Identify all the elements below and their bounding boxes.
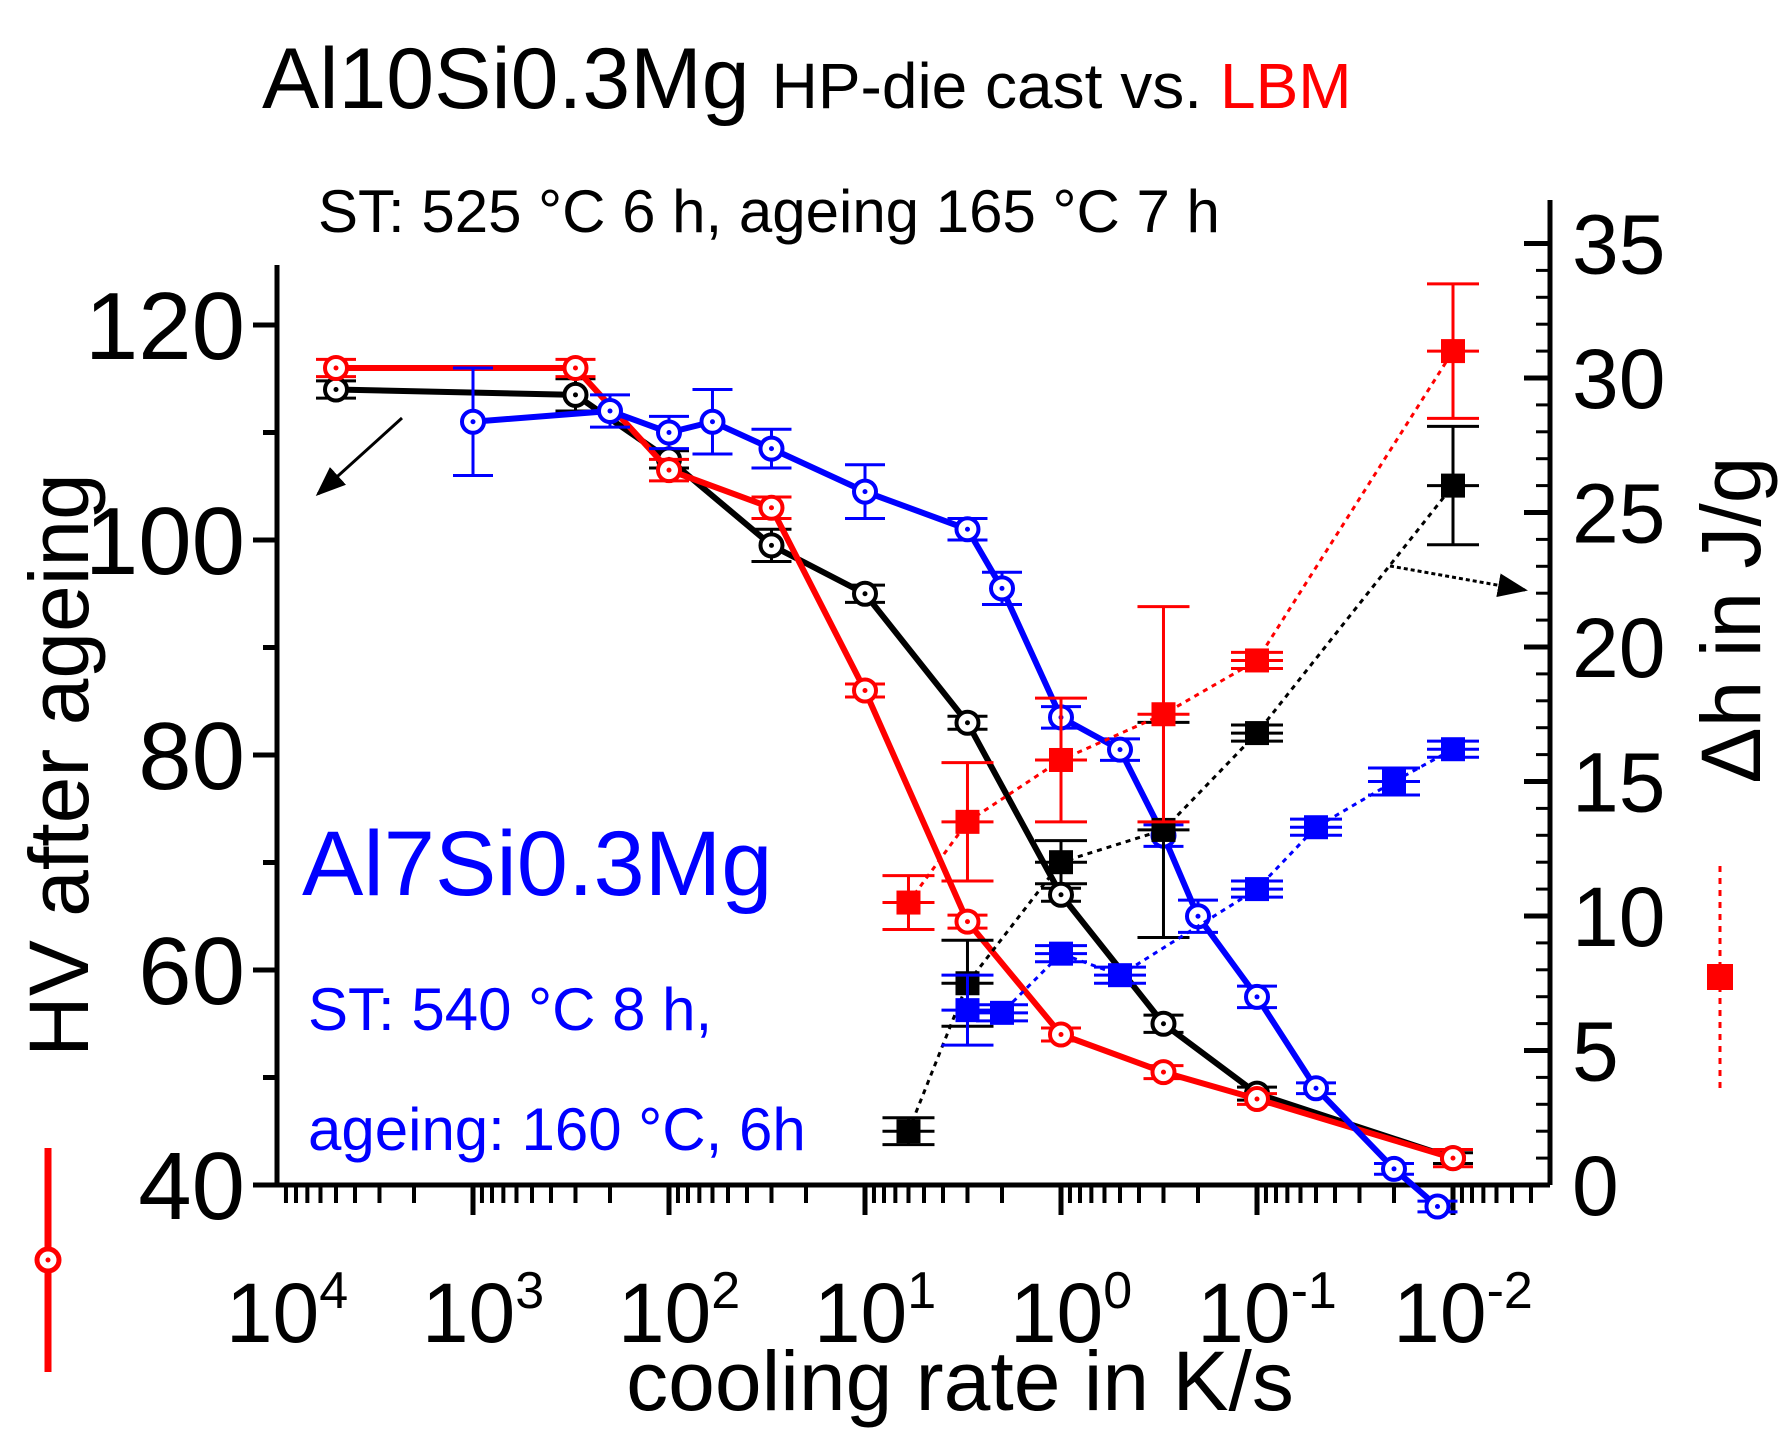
data-point-center bbox=[666, 430, 672, 435]
data-point-center bbox=[768, 542, 774, 548]
data-point bbox=[955, 998, 980, 1023]
x-tick-label: 10-1 bbox=[1197, 1262, 1337, 1360]
data-point-center bbox=[470, 419, 476, 425]
data-point-center bbox=[333, 365, 339, 371]
series-line bbox=[967, 747, 1454, 1015]
axes: 104 103 102 101 100 10-1 10-2 40 60 80 100 120 0 5 10 1… bbox=[85, 198, 1666, 1361]
data-point bbox=[1151, 702, 1176, 727]
data-point-center bbox=[999, 585, 1005, 591]
data-point-center bbox=[768, 505, 774, 511]
data-point-center bbox=[1434, 1204, 1440, 1209]
title-middle: HP-die cast vs. bbox=[772, 50, 1202, 122]
series-line bbox=[907, 350, 1455, 904]
x-tick-label: 101 bbox=[814, 1262, 936, 1360]
data-point-center bbox=[1195, 913, 1201, 919]
y-right-tick-label: 30 bbox=[1572, 332, 1665, 426]
dh-series bbox=[941, 737, 1479, 1047]
annotation-ageing: ageing: 160 °C, 6h bbox=[308, 1096, 806, 1163]
y-left-tick-label: 80 bbox=[138, 703, 245, 810]
arrow-to-left-axis bbox=[315, 416, 404, 497]
data-point-center bbox=[768, 446, 774, 452]
data-point-center bbox=[1313, 1085, 1319, 1091]
y-right-tick-label: 35 bbox=[1572, 198, 1665, 292]
data-point-center bbox=[709, 419, 715, 425]
y-left-tick-label: 40 bbox=[138, 1133, 245, 1240]
y-left-tick-label: 120 bbox=[85, 273, 245, 380]
y-left-tick-label: 100 bbox=[85, 488, 245, 595]
data-point bbox=[955, 809, 980, 834]
data-point bbox=[1441, 737, 1465, 762]
data-point-center bbox=[333, 387, 339, 392]
data-point bbox=[1049, 941, 1073, 966]
data-point-center bbox=[1391, 1166, 1397, 1172]
y-right-tick-label: 20 bbox=[1572, 601, 1665, 695]
series-line bbox=[472, 408, 1440, 1209]
y-right-tick-label: 5 bbox=[1572, 1005, 1619, 1099]
annotation-st: ST: 540 °C 8 h, bbox=[308, 976, 712, 1043]
data-point bbox=[1381, 769, 1406, 794]
chart-title: Al10Si0.3Mg HP-die cast vs. LBM bbox=[262, 31, 1352, 127]
data-point bbox=[1049, 850, 1073, 875]
data-point-center bbox=[1254, 994, 1260, 1000]
x-axis-label: cooling rate in K/s bbox=[626, 1334, 1294, 1428]
legend-dh-marker bbox=[1707, 866, 1733, 1090]
data-point-center bbox=[1058, 892, 1064, 898]
x-tick-label: 104 bbox=[226, 1262, 348, 1360]
y-left-tick-label: 60 bbox=[138, 918, 245, 1025]
title-lbm: LBM bbox=[1220, 50, 1352, 122]
x-tick-label: 100 bbox=[1010, 1262, 1132, 1360]
x-tick-label: 103 bbox=[422, 1262, 544, 1360]
data-point-center bbox=[572, 365, 578, 371]
data-point bbox=[1108, 963, 1133, 988]
hv-series bbox=[316, 355, 1473, 1172]
data-point bbox=[989, 1000, 1014, 1025]
data-point-center bbox=[862, 688, 868, 693]
legend-hv-marker bbox=[34, 1148, 62, 1372]
y-right-axis-label: Δh in J/g bbox=[1684, 457, 1778, 784]
x-tick-label: 10-2 bbox=[1393, 1262, 1533, 1360]
y-right-tick-label: 15 bbox=[1572, 736, 1665, 830]
data-point-center bbox=[1254, 1096, 1260, 1102]
data-point bbox=[1441, 339, 1465, 364]
series-line bbox=[336, 365, 1454, 1161]
data-point-center bbox=[572, 392, 578, 398]
data-point-center bbox=[666, 467, 672, 473]
data-point-center bbox=[607, 408, 613, 414]
annotation-alloy: Al7Si0.3Mg bbox=[302, 813, 772, 915]
data-point-center bbox=[862, 489, 868, 495]
data-point bbox=[1441, 473, 1465, 498]
y-right-tick-label: 10 bbox=[1572, 870, 1665, 964]
data-point-center bbox=[1450, 1155, 1456, 1161]
data-point-center bbox=[1117, 747, 1123, 753]
y-right-tick-label: 0 bbox=[1572, 1139, 1619, 1233]
data-point bbox=[1245, 877, 1269, 902]
chart-subtitle: ST: 525 °C 6 h, ageing 165 °C 7 h bbox=[318, 178, 1220, 245]
data-point-center bbox=[964, 526, 970, 532]
data-point bbox=[1304, 815, 1329, 840]
plot-area bbox=[316, 282, 1479, 1220]
data-point bbox=[1049, 747, 1073, 772]
dh-series bbox=[882, 282, 1479, 931]
data-point-center bbox=[964, 919, 970, 925]
data-point-center bbox=[862, 591, 868, 597]
data-point bbox=[1245, 648, 1269, 673]
data-point-center bbox=[1058, 1032, 1064, 1037]
data-point-center bbox=[1160, 1069, 1166, 1075]
x-tick-label: 102 bbox=[618, 1262, 740, 1360]
hv-series bbox=[316, 376, 1473, 1172]
y-right-tick-label: 25 bbox=[1572, 467, 1665, 561]
data-point bbox=[896, 890, 921, 915]
data-point-center bbox=[1160, 1021, 1166, 1027]
title-main: Al10Si0.3Mg bbox=[262, 31, 750, 127]
y-left-axis-label: HV after ageing bbox=[12, 473, 106, 1057]
hv-series bbox=[453, 366, 1458, 1220]
data-point bbox=[896, 1119, 921, 1144]
data-point bbox=[1245, 721, 1269, 746]
data-point-center bbox=[964, 720, 970, 726]
arrow-to-right-axis bbox=[1389, 564, 1528, 598]
